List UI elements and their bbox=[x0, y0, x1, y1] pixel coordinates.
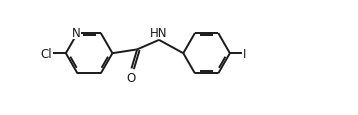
Text: I: I bbox=[243, 47, 247, 60]
Text: HN: HN bbox=[150, 27, 168, 40]
Text: N: N bbox=[72, 26, 81, 39]
Text: Cl: Cl bbox=[40, 47, 52, 60]
Text: O: O bbox=[126, 72, 135, 85]
